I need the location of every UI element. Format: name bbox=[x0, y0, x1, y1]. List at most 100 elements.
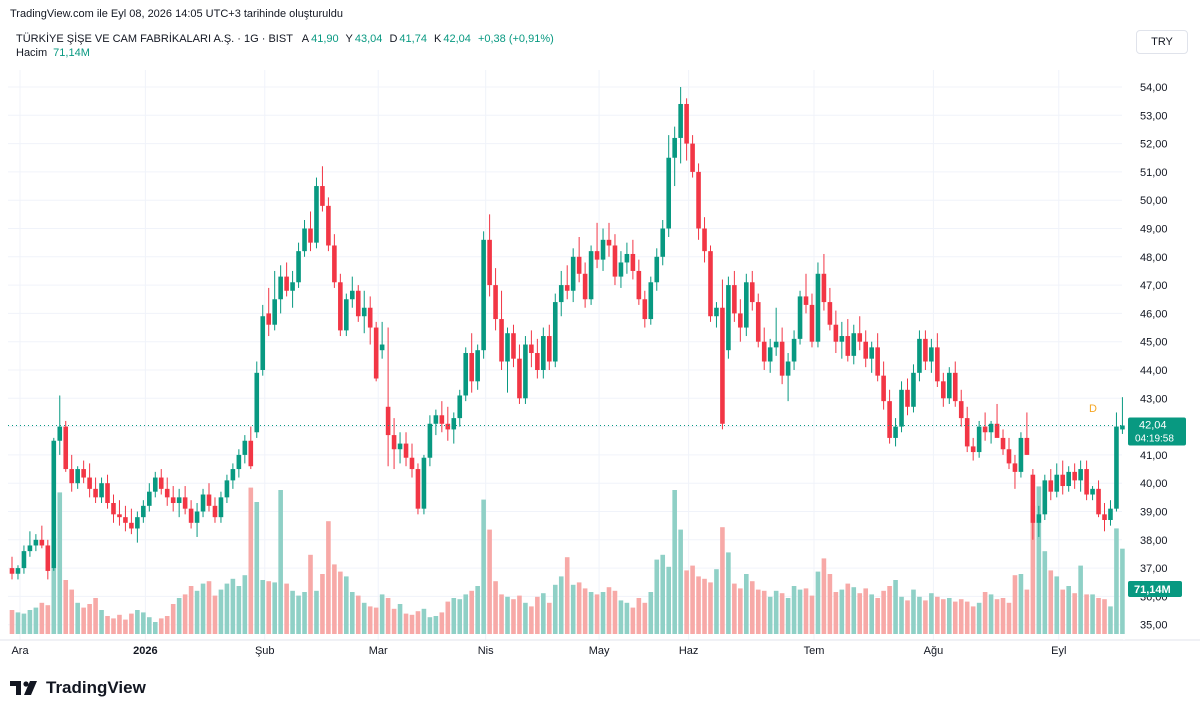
candle-body bbox=[893, 426, 898, 438]
open-value: 41,90 bbox=[311, 33, 339, 45]
candle-body bbox=[529, 344, 534, 354]
candle-body bbox=[117, 514, 122, 518]
volume-bar bbox=[230, 578, 236, 634]
volume-bar bbox=[69, 589, 74, 634]
volume-bar bbox=[964, 601, 970, 634]
volume-bar bbox=[767, 596, 773, 634]
volume-bar bbox=[726, 552, 731, 634]
candle-body bbox=[881, 375, 886, 402]
volume-bar bbox=[212, 595, 218, 634]
volume-bar bbox=[582, 588, 588, 634]
candle-body bbox=[851, 333, 857, 356]
x-tick-label: May bbox=[589, 645, 610, 657]
candle-body bbox=[158, 477, 164, 489]
volume-bar bbox=[158, 618, 164, 634]
volume-bar bbox=[433, 616, 439, 634]
volume-bar bbox=[541, 593, 546, 634]
volume-bar bbox=[493, 581, 498, 634]
candle-body bbox=[964, 418, 970, 447]
volume-bar bbox=[1102, 599, 1107, 634]
candle-body bbox=[624, 253, 630, 263]
volume-bar bbox=[403, 613, 409, 634]
x-tick-label: Şub bbox=[255, 645, 275, 657]
volume-bar bbox=[857, 593, 863, 634]
volume-bar bbox=[535, 596, 540, 634]
volume-bar bbox=[911, 589, 916, 634]
volume-bar bbox=[696, 576, 701, 634]
candle-body bbox=[1084, 469, 1089, 495]
volume-bar bbox=[529, 606, 534, 634]
volume-bar bbox=[678, 529, 683, 634]
volume-bar bbox=[314, 590, 319, 634]
candle-body bbox=[702, 228, 707, 252]
candle-body bbox=[57, 426, 63, 441]
candle-body bbox=[326, 205, 331, 246]
y-tick-label: 52,00 bbox=[1140, 139, 1168, 151]
candle-body bbox=[236, 454, 242, 470]
candle-body bbox=[929, 347, 934, 362]
candle-body bbox=[182, 497, 188, 509]
candle-body bbox=[1024, 437, 1030, 455]
volume-bar bbox=[821, 558, 827, 634]
candle-body bbox=[994, 423, 1000, 438]
candle-body bbox=[696, 171, 701, 229]
volume-bar bbox=[123, 619, 128, 634]
candle-body bbox=[517, 358, 522, 399]
volume-bar bbox=[451, 598, 457, 634]
candle-body bbox=[433, 415, 439, 424]
high-value: 43,04 bbox=[354, 33, 383, 45]
candle-body bbox=[839, 336, 845, 342]
candle-body bbox=[672, 137, 677, 158]
candle-body bbox=[69, 469, 74, 484]
candle-body bbox=[935, 347, 940, 382]
candle-body bbox=[654, 256, 660, 283]
price-chart[interactable]: D 54,00 53,00 52,00 51,00 50,00 49,00 48,00 47,0… bbox=[0, 0, 1200, 670]
volume-bar bbox=[863, 588, 869, 634]
candle-body bbox=[988, 423, 994, 433]
candle-body bbox=[558, 285, 564, 303]
volume-bar bbox=[355, 595, 361, 634]
volume-bar bbox=[958, 599, 964, 634]
price-tag-countdown: 04:19:58 bbox=[1135, 433, 1174, 444]
volume-bar bbox=[941, 599, 946, 634]
candle-body bbox=[648, 282, 654, 320]
candle-body bbox=[905, 389, 910, 407]
volume-bar bbox=[427, 617, 433, 634]
candle-body bbox=[642, 299, 648, 320]
candle-body bbox=[612, 245, 618, 277]
candle-body bbox=[469, 353, 474, 382]
volume-label: Hacim bbox=[16, 47, 48, 59]
candle-body bbox=[218, 497, 224, 518]
candle-body bbox=[1102, 514, 1107, 520]
candle-body bbox=[445, 423, 451, 430]
volume-bar bbox=[1096, 598, 1101, 634]
volume-bar bbox=[1018, 574, 1024, 634]
candle-body bbox=[152, 477, 158, 492]
volume-bar bbox=[63, 580, 69, 634]
candle-body bbox=[732, 285, 737, 314]
volume-bar bbox=[152, 622, 158, 634]
volume-bar bbox=[917, 596, 922, 634]
candle-body bbox=[541, 336, 546, 370]
currency-button[interactable]: TRY bbox=[1136, 30, 1188, 54]
volume-bar bbox=[21, 613, 27, 634]
candle-body bbox=[749, 282, 755, 303]
candle-body bbox=[147, 491, 152, 506]
y-tick-label: 35,00 bbox=[1140, 620, 1168, 632]
candle-body bbox=[284, 276, 289, 291]
candle-body bbox=[439, 415, 445, 424]
volume-bar bbox=[905, 600, 910, 634]
volume-bar bbox=[552, 584, 558, 634]
volume-bar bbox=[517, 595, 522, 634]
volume-bar bbox=[1090, 594, 1095, 634]
volume-bar bbox=[111, 618, 116, 634]
volume-bar bbox=[708, 582, 713, 634]
volume-bar bbox=[690, 565, 695, 634]
volume-bar bbox=[594, 594, 600, 634]
y-tick-label: 46,00 bbox=[1140, 308, 1168, 320]
volume-bar bbox=[624, 602, 630, 634]
candle-body bbox=[302, 228, 307, 252]
volume-bar bbox=[761, 590, 767, 634]
volume-bar bbox=[505, 596, 510, 634]
candle-body bbox=[242, 440, 248, 455]
